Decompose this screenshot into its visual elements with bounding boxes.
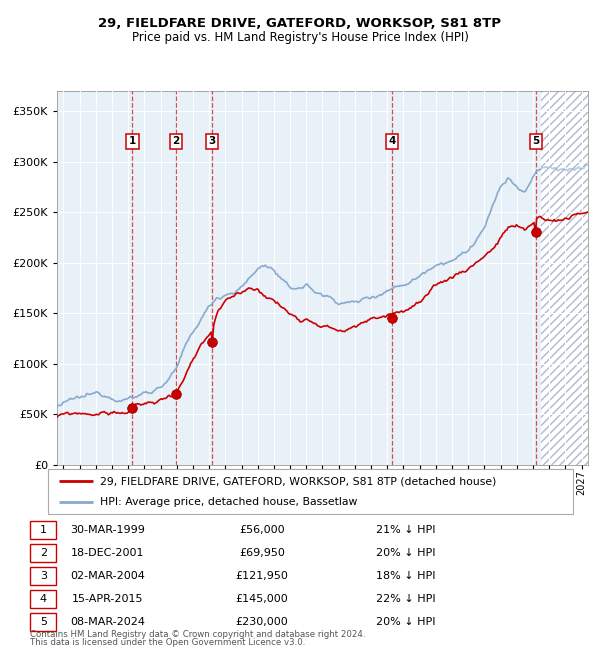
Text: This data is licensed under the Open Government Licence v3.0.: This data is licensed under the Open Gov… [30, 638, 305, 647]
FancyBboxPatch shape [30, 544, 56, 562]
Text: 30-MAR-1999: 30-MAR-1999 [70, 525, 145, 534]
Text: 5: 5 [532, 136, 539, 146]
Text: £121,950: £121,950 [235, 571, 288, 581]
Text: £145,000: £145,000 [235, 594, 288, 604]
Text: £56,000: £56,000 [239, 525, 284, 534]
Text: 1: 1 [40, 525, 47, 534]
Text: Price paid vs. HM Land Registry's House Price Index (HPI): Price paid vs. HM Land Registry's House … [131, 31, 469, 44]
Text: 1: 1 [128, 136, 136, 146]
Text: 18% ↓ HPI: 18% ↓ HPI [376, 571, 435, 581]
Text: 21% ↓ HPI: 21% ↓ HPI [376, 525, 435, 534]
Text: 3: 3 [40, 571, 47, 581]
Text: 20% ↓ HPI: 20% ↓ HPI [376, 618, 435, 627]
Text: 4: 4 [40, 594, 47, 604]
Text: 20% ↓ HPI: 20% ↓ HPI [376, 548, 435, 558]
Bar [541, 91, 588, 465]
Text: £230,000: £230,000 [235, 618, 288, 627]
FancyBboxPatch shape [30, 613, 56, 631]
FancyBboxPatch shape [30, 521, 56, 539]
FancyBboxPatch shape [48, 469, 573, 514]
Text: HPI: Average price, detached house, Bassetlaw: HPI: Average price, detached house, Bass… [101, 497, 358, 506]
Text: 2: 2 [40, 548, 47, 558]
FancyBboxPatch shape [30, 567, 56, 585]
Text: 5: 5 [40, 618, 47, 627]
Text: £69,950: £69,950 [239, 548, 285, 558]
Text: 29, FIELDFARE DRIVE, GATEFORD, WORKSOP, S81 8TP (detached house): 29, FIELDFARE DRIVE, GATEFORD, WORKSOP, … [101, 476, 497, 486]
Bar [541, 91, 588, 465]
Text: Contains HM Land Registry data © Crown copyright and database right 2024.: Contains HM Land Registry data © Crown c… [30, 630, 365, 639]
Text: 2: 2 [173, 136, 180, 146]
Text: 15-APR-2015: 15-APR-2015 [71, 594, 143, 604]
Text: 02-MAR-2004: 02-MAR-2004 [70, 571, 145, 581]
FancyBboxPatch shape [30, 590, 56, 608]
Text: 22% ↓ HPI: 22% ↓ HPI [376, 594, 435, 604]
Text: 29, FIELDFARE DRIVE, GATEFORD, WORKSOP, S81 8TP: 29, FIELDFARE DRIVE, GATEFORD, WORKSOP, … [98, 17, 502, 30]
Text: 3: 3 [208, 136, 215, 146]
Text: 18-DEC-2001: 18-DEC-2001 [71, 548, 144, 558]
Text: 08-MAR-2024: 08-MAR-2024 [70, 618, 145, 627]
Text: 4: 4 [388, 136, 395, 146]
